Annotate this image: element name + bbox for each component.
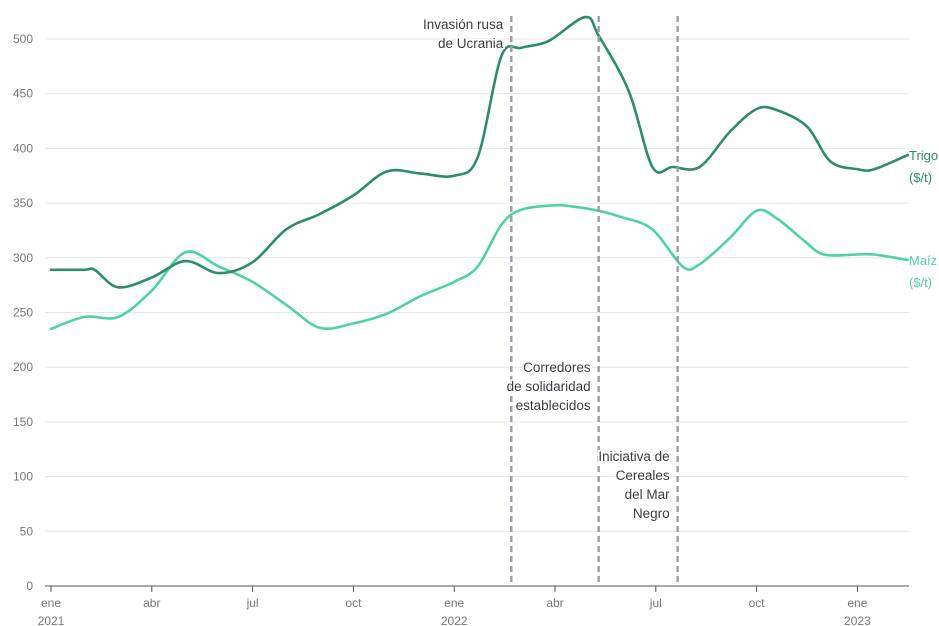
series-labels: Trigo ($/t) Maíz ($/t): [909, 148, 938, 290]
x-tick-label: abr: [143, 596, 160, 610]
x-tick-label: ene: [847, 596, 867, 610]
y-tick-label: 400: [13, 141, 33, 155]
series-label-trigo: Trigo: [909, 148, 938, 163]
event-label-line: Invasión rusa: [423, 17, 504, 32]
x-tick-label: abr: [546, 596, 563, 610]
series-line-maiz: [49, 203, 910, 331]
x-tick-year-label: 2021: [38, 614, 65, 626]
event-label-line: Iniciativa de: [598, 449, 669, 464]
x-axis: ene 2021 abr jul oct ene 2022 abr jul oct ene 2023: [38, 586, 871, 626]
y-tick-label: 150: [13, 415, 33, 429]
event-label-line: Corredores: [523, 360, 591, 375]
x-tick-label: ene: [444, 596, 464, 610]
event-label-line: de Ucrania: [438, 36, 504, 51]
series-label-unit-trigo: ($/t): [909, 170, 932, 185]
x-tick-label: jul: [246, 596, 259, 610]
x-tick-label: jul: [649, 596, 662, 610]
series-label-maiz: Maíz: [909, 253, 937, 268]
y-tick-label: 200: [13, 360, 33, 374]
event-label-line: de solidaridad: [507, 379, 591, 394]
x-tick-year-label: 2022: [441, 614, 468, 626]
series-label-unit-maiz: ($/t): [909, 275, 932, 290]
y-tick-label: 100: [13, 470, 33, 484]
y-tick-label: 450: [13, 87, 33, 101]
x-tick-label: ene: [41, 596, 61, 610]
y-tick-label: 500: [13, 32, 33, 46]
x-tick-year-label: 2023: [844, 614, 871, 626]
gridlines: [45, 38, 909, 587]
x-tick-label: oct: [749, 596, 766, 610]
series-lines: [49, 15, 910, 331]
event-label-line: Cereales: [616, 468, 670, 483]
y-axis-ticks: 0 50 100 150 200 250 300 350 400 450 500: [13, 32, 33, 593]
event-label-line: Negro: [633, 506, 670, 521]
event-label-line: establecidos: [516, 398, 591, 413]
series-line-trigo: [49, 15, 910, 289]
y-tick-label: 350: [13, 196, 33, 210]
y-tick-label: 0: [26, 579, 33, 593]
y-tick-label: 250: [13, 306, 33, 320]
event-markers: Invasión rusa de Ucrania Corredores de soli…: [422, 16, 679, 586]
y-tick-label: 50: [20, 524, 34, 538]
y-tick-label: 300: [13, 251, 33, 265]
event-label-line: del Mar: [625, 487, 671, 502]
x-tick-label: oct: [345, 596, 362, 610]
